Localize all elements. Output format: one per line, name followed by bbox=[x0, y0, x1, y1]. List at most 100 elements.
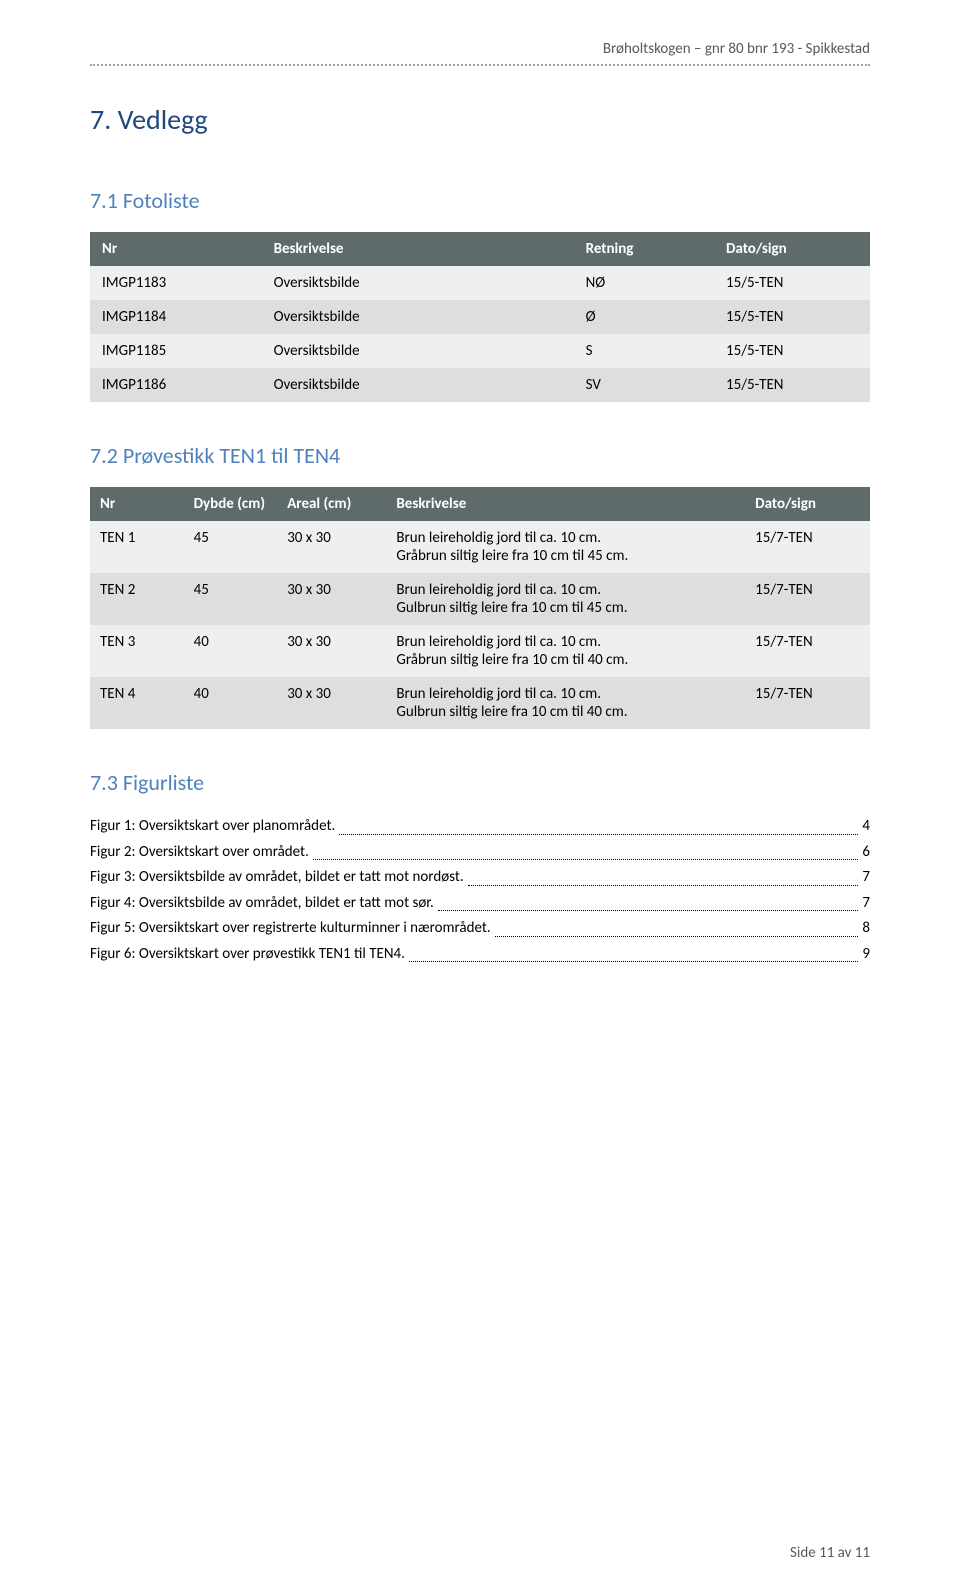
col-datosign: Dato/sign bbox=[714, 232, 870, 266]
fig-text: Figur 4: Oversiktsbilde av området, bild… bbox=[90, 891, 434, 917]
list-item: Figur 6: Oversiktskart over prøvestikk T… bbox=[90, 942, 870, 968]
cell-dato: 15/7-TEN bbox=[745, 625, 870, 677]
fotoliste-table: Nr Beskrivelse Retning Dato/sign IMGP118… bbox=[90, 232, 870, 402]
cell-besk-line1: Brun leireholdig jord til ca. 10 cm. bbox=[396, 685, 601, 703]
toc-dots bbox=[495, 916, 859, 937]
section-72-heading: 7.2 Prøvestikk TEN1 til TEN4 bbox=[90, 442, 870, 469]
section-73-title: Figurliste bbox=[123, 769, 204, 796]
fig-text: Figur 5: Oversiktskart over registrerte … bbox=[90, 916, 491, 942]
col-areal: Areal (cm) bbox=[277, 487, 386, 521]
cell-dyb: 45 bbox=[184, 573, 278, 625]
table-row: IMGP1183 Oversiktsbilde NØ 15/5-TEN bbox=[90, 266, 870, 300]
cell-besk: Brun leireholdig jord til ca. 10 cm. Gul… bbox=[386, 677, 745, 729]
chapter-num: 7. bbox=[90, 102, 111, 137]
section-73-heading: 7.3 Figurliste bbox=[90, 769, 870, 796]
col-retning: Retning bbox=[574, 232, 714, 266]
toc-dots bbox=[339, 814, 858, 835]
table-row: TEN 4 40 30 x 30 Brun leireholdig jord t… bbox=[90, 677, 870, 729]
cell-nr: TEN 2 bbox=[90, 573, 184, 625]
cell-nr: TEN 4 bbox=[90, 677, 184, 729]
cell-nr: TEN 3 bbox=[90, 625, 184, 677]
col-dato: Dato/sign bbox=[745, 487, 870, 521]
cell-besk-line2: Gulbrun siltig leire fra 10 cm til 40 cm… bbox=[396, 703, 627, 721]
section-71-num: 7.1 bbox=[90, 187, 118, 214]
cell-besk-line1: Brun leireholdig jord til ca. 10 cm. bbox=[396, 633, 601, 651]
table-row: IMGP1186 Oversiktsbilde SV 15/5-TEN bbox=[90, 368, 870, 402]
col-nr: Nr bbox=[90, 232, 262, 266]
page-footer: Side 11 av 11 bbox=[790, 1544, 870, 1562]
cell-dato: 15/5-TEN bbox=[714, 334, 870, 368]
list-item: Figur 4: Oversiktsbilde av området, bild… bbox=[90, 891, 870, 917]
cell-retn: NØ bbox=[574, 266, 714, 300]
cell-besk: Brun leireholdig jord til ca. 10 cm. Gul… bbox=[386, 573, 745, 625]
table-row: IMGP1184 Oversiktsbilde Ø 15/5-TEN bbox=[90, 300, 870, 334]
section-72-num: 7.2 bbox=[90, 442, 118, 469]
table-row: TEN 1 45 30 x 30 Brun leireholdig jord t… bbox=[90, 521, 870, 573]
page-number: Side 11 av 11 bbox=[790, 1544, 870, 1562]
col-besk: Beskrivelse bbox=[386, 487, 745, 521]
col-dybde: Dybde (cm) bbox=[184, 487, 278, 521]
cell-dato: 15/7-TEN bbox=[745, 521, 870, 573]
document-page: Brøholtskogen – gnr 80 bnr 193 - Spikkes… bbox=[0, 0, 960, 1592]
cell-are: 30 x 30 bbox=[277, 677, 386, 729]
section-73-num: 7.3 bbox=[90, 769, 118, 796]
fig-page: 6 bbox=[862, 840, 870, 866]
list-item: Figur 2: Oversiktskart over området. 6 bbox=[90, 840, 870, 866]
list-item: Figur 5: Oversiktskart over registrerte … bbox=[90, 916, 870, 942]
toc-dots bbox=[409, 942, 858, 963]
cell-are: 30 x 30 bbox=[277, 521, 386, 573]
table-header-row: Nr Beskrivelse Retning Dato/sign bbox=[90, 232, 870, 266]
cell-retn: S bbox=[574, 334, 714, 368]
figurliste: Figur 1: Oversiktskart over planområdet.… bbox=[90, 814, 870, 967]
cell-besk-line2: Gulbrun siltig leire fra 10 cm til 45 cm… bbox=[396, 599, 627, 617]
cell-nr: IMGP1185 bbox=[90, 334, 262, 368]
page-header: Brøholtskogen – gnr 80 bnr 193 - Spikkes… bbox=[90, 40, 870, 66]
list-item: Figur 3: Oversiktsbilde av området, bild… bbox=[90, 865, 870, 891]
fig-page: 7 bbox=[862, 891, 870, 917]
cell-dyb: 40 bbox=[184, 677, 278, 729]
provestikk-table: Nr Dybde (cm) Areal (cm) Beskrivelse Dat… bbox=[90, 487, 870, 729]
cell-nr: IMGP1184 bbox=[90, 300, 262, 334]
table-row: TEN 2 45 30 x 30 Brun leireholdig jord t… bbox=[90, 573, 870, 625]
fig-page: 4 bbox=[862, 814, 870, 840]
cell-besk-line1: Brun leireholdig jord til ca. 10 cm. bbox=[396, 529, 601, 547]
cell-besk: Brun leireholdig jord til ca. 10 cm. Grå… bbox=[386, 521, 745, 573]
table-row: IMGP1185 Oversiktsbilde S 15/5-TEN bbox=[90, 334, 870, 368]
cell-besk: Oversiktsbilde bbox=[262, 300, 574, 334]
fig-text: Figur 1: Oversiktskart over planområdet. bbox=[90, 814, 335, 840]
fig-page: 9 bbox=[862, 942, 870, 968]
cell-nr: IMGP1183 bbox=[90, 266, 262, 300]
cell-dyb: 45 bbox=[184, 521, 278, 573]
cell-dato: 15/7-TEN bbox=[745, 573, 870, 625]
chapter-title: Vedlegg bbox=[118, 102, 208, 137]
section-71-title: Fotoliste bbox=[123, 187, 200, 214]
fig-text: Figur 6: Oversiktskart over prøvestikk T… bbox=[90, 942, 405, 968]
cell-besk: Oversiktsbilde bbox=[262, 368, 574, 402]
chapter-heading: 7. Vedlegg bbox=[90, 102, 870, 137]
cell-nr: TEN 1 bbox=[90, 521, 184, 573]
cell-retn: SV bbox=[574, 368, 714, 402]
cell-dato: 15/5-TEN bbox=[714, 266, 870, 300]
table-row: TEN 3 40 30 x 30 Brun leireholdig jord t… bbox=[90, 625, 870, 677]
toc-dots bbox=[468, 865, 859, 886]
fig-page: 7 bbox=[862, 865, 870, 891]
cell-besk: Brun leireholdig jord til ca. 10 cm. Grå… bbox=[386, 625, 745, 677]
cell-besk: Oversiktsbilde bbox=[262, 266, 574, 300]
list-item: Figur 1: Oversiktskart over planområdet.… bbox=[90, 814, 870, 840]
cell-dato: 15/7-TEN bbox=[745, 677, 870, 729]
header-text: Brøholtskogen – gnr 80 bnr 193 - Spikkes… bbox=[603, 40, 870, 58]
section-71-heading: 7.1 Fotoliste bbox=[90, 187, 870, 214]
fig-page: 8 bbox=[862, 916, 870, 942]
cell-besk-line2: Gråbrun siltig leire fra 10 cm til 40 cm… bbox=[396, 651, 628, 669]
cell-dyb: 40 bbox=[184, 625, 278, 677]
fig-text: Figur 3: Oversiktsbilde av området, bild… bbox=[90, 865, 464, 891]
cell-are: 30 x 30 bbox=[277, 573, 386, 625]
toc-dots bbox=[313, 840, 859, 861]
cell-are: 30 x 30 bbox=[277, 625, 386, 677]
fig-text: Figur 2: Oversiktskart over området. bbox=[90, 840, 309, 866]
cell-retn: Ø bbox=[574, 300, 714, 334]
cell-nr: IMGP1186 bbox=[90, 368, 262, 402]
col-beskrivelse: Beskrivelse bbox=[262, 232, 574, 266]
cell-dato: 15/5-TEN bbox=[714, 300, 870, 334]
toc-dots bbox=[438, 891, 859, 912]
